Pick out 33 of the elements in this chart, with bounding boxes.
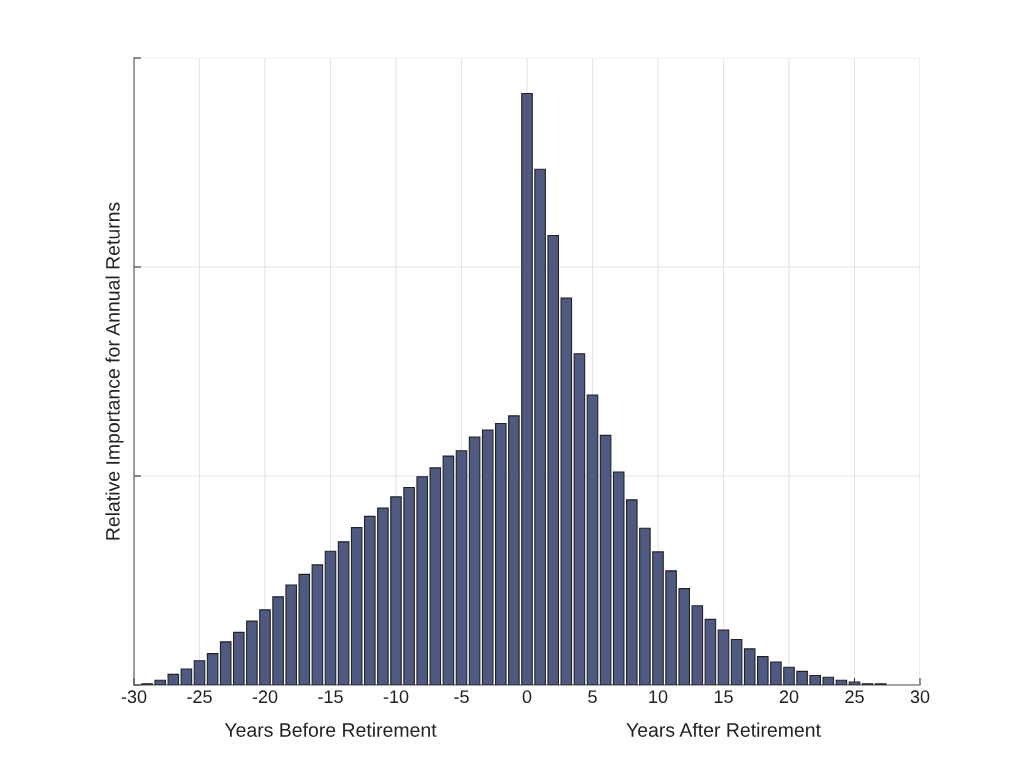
x-tick-label: -10	[383, 690, 409, 704]
x-tick-label: -5	[454, 690, 469, 704]
x-tick-label: 10	[649, 690, 668, 704]
x-tick-label: -20	[252, 690, 278, 704]
bar	[730, 638, 743, 685]
bar	[180, 668, 193, 685]
x-tick-label: -25	[187, 690, 212, 704]
x-tick-label: 30	[910, 690, 930, 704]
x-tick-label: 25	[845, 690, 864, 704]
x-tick-label: 20	[779, 690, 799, 704]
bar	[717, 629, 730, 685]
bar	[848, 681, 861, 685]
x-tick-label: 15	[714, 690, 733, 704]
bar	[455, 450, 468, 685]
bar	[573, 353, 586, 685]
x-tick-label: 5	[588, 690, 597, 704]
bar	[835, 679, 848, 685]
bar	[442, 455, 455, 685]
bar	[586, 394, 599, 685]
text: Years After Retirement	[626, 722, 821, 737]
bar	[337, 541, 350, 685]
bar	[193, 660, 206, 685]
y-axis-title: Relative Importance for Annual Returns	[105, 202, 124, 540]
bar	[206, 653, 219, 685]
x-tick-label: -15	[318, 690, 343, 704]
x-tick-label: -30	[121, 690, 147, 704]
bar	[704, 618, 717, 685]
x-tick-label: 0	[522, 690, 532, 704]
bar	[311, 564, 324, 685]
bar	[324, 550, 337, 685]
x-axis-title: Years Before Retirement	[224, 722, 437, 737]
bar	[599, 434, 612, 685]
bar	[468, 436, 481, 685]
